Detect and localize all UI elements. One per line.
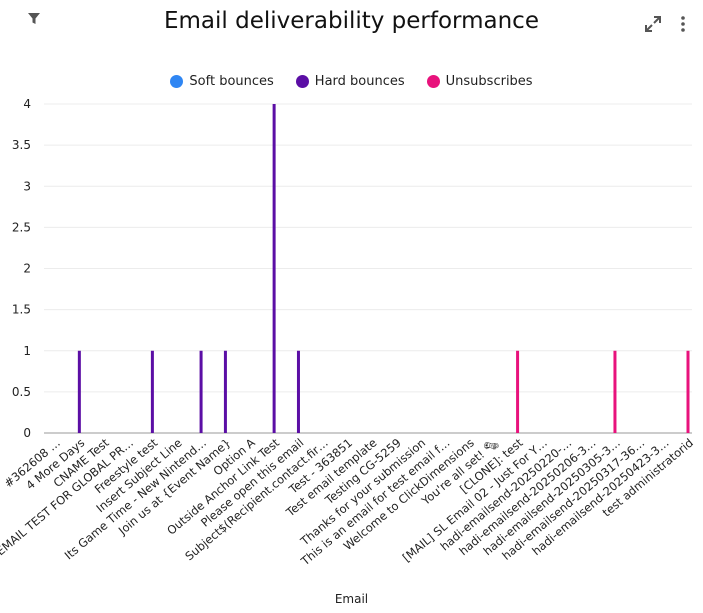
legend-label-unsubscribes: Unsubscribes — [445, 74, 533, 89]
y-tick-label: 0.5 — [12, 385, 31, 399]
y-tick-label: 1 — [23, 344, 31, 358]
y-tick-label: 3 — [23, 179, 31, 193]
legend-item-soft-bounces[interactable]: Soft bounces — [170, 74, 274, 89]
legend-label-hard-bounces: Hard bounces — [314, 74, 405, 89]
y-tick-label: 1.5 — [12, 303, 31, 317]
legend-swatch-unsubscribes — [426, 75, 440, 88]
y-tick-label: 2 — [23, 262, 31, 276]
bar-hard-bounces — [150, 350, 154, 433]
legend-label-soft-bounces: Soft bounces — [189, 74, 274, 89]
legend-item-unsubscribes[interactable]: Unsubscribes — [426, 74, 533, 89]
bar-hard-bounces — [77, 350, 81, 433]
bar-hard-bounces — [223, 350, 227, 433]
bar-hard-bounces — [199, 350, 203, 433]
chart-legend: Soft bounces Hard bounces Unsubscribes — [0, 74, 703, 89]
y-tick-label: 4 — [23, 97, 31, 111]
bar-unsubscribes — [516, 350, 520, 433]
kebab-menu-icon[interactable] — [677, 15, 689, 33]
bar-hard-bounces — [272, 104, 276, 433]
legend-swatch-hard-bounces — [295, 75, 309, 88]
legend-item-hard-bounces[interactable]: Hard bounces — [295, 74, 405, 89]
expand-icon[interactable] — [644, 15, 662, 33]
legend-swatch-soft-bounces — [170, 75, 184, 88]
bar-hard-bounces — [296, 350, 300, 433]
x-axis-title: Email — [334, 592, 369, 606]
y-tick-label: 2.5 — [12, 220, 31, 234]
bar-unsubscribes — [686, 350, 690, 433]
y-tick-label: 3.5 — [12, 138, 31, 152]
y-tick-label: 0 — [23, 426, 31, 440]
filter-icon[interactable] — [27, 12, 41, 26]
chart-title: Email deliverability performance — [164, 8, 539, 34]
bar-unsubscribes — [613, 350, 617, 433]
